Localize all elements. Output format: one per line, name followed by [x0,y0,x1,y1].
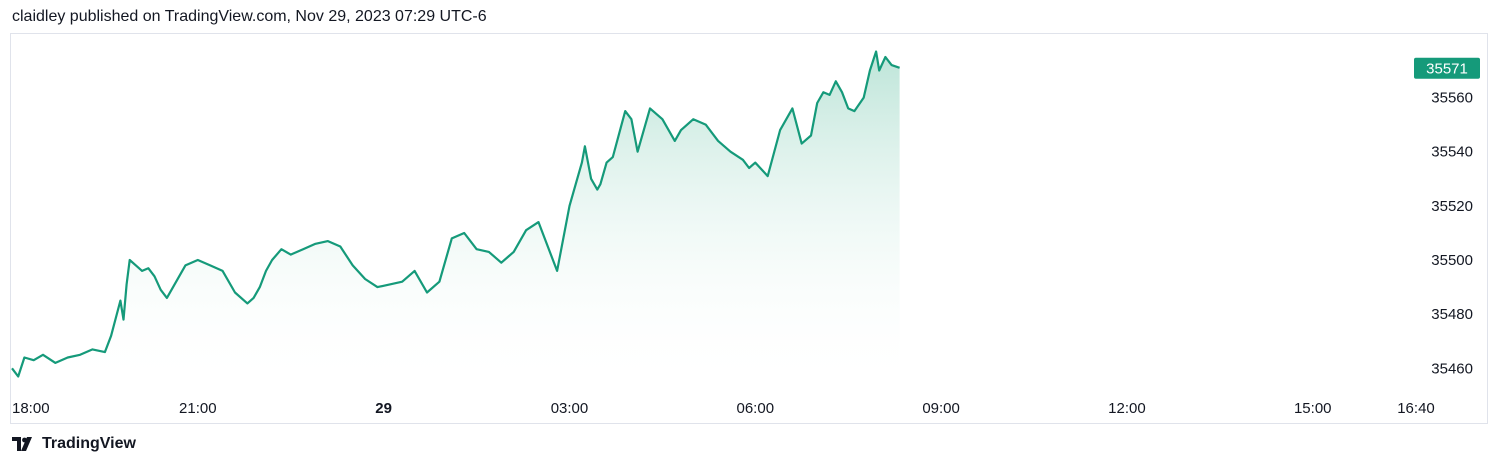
y-tick-label: 35480 [1431,306,1473,323]
y-tick-label: 35540 [1431,144,1473,161]
x-tick-label: 09:00 [922,400,960,417]
y-tick-label: 35560 [1431,90,1473,107]
y-axis: 35460 35480 35500 35520 35540 35560 [1431,90,1473,378]
x-tick-label: 03:00 [551,400,589,417]
y-tick-label: 35520 [1431,198,1473,215]
tradingview-brand[interactable]: TradingView [42,435,136,452]
footer: TradingView [12,435,136,453]
x-tick-label: 15:00 [1294,400,1332,417]
publisher-header: claidley published on TradingView.com, N… [12,8,487,25]
last-price-badge: 35571 [1414,57,1480,79]
x-tick-label: 21:00 [179,400,217,417]
x-axis: 18:00 21:00 29 03:00 06:00 09:00 12:00 15:00 16:… [12,400,1435,417]
x-tick-label: 06:00 [737,400,775,417]
y-tick-label: 35500 [1431,252,1473,269]
x-tick-label: 16:40 [1397,400,1435,417]
last-price-badge-bg [1414,57,1480,79]
x-tick-label: 18:00 [12,400,50,417]
y-tick-label: 35460 [1431,360,1473,377]
chart-frame [10,33,1488,424]
x-tick-label: 29 [375,400,392,417]
price-line [11,50,900,378]
tradingview-logo-icon[interactable] [12,437,36,451]
price-area-fill [12,51,900,388]
last-price-label: 35571 [1426,60,1468,77]
x-tick-label: 12:00 [1108,400,1146,417]
